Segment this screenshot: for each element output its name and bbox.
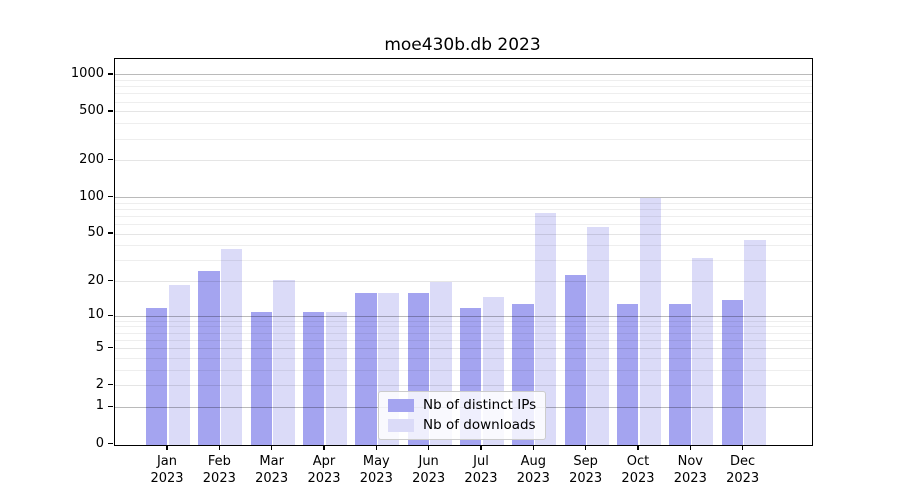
y-tick-200 (108, 159, 113, 161)
y-tick-1000 (108, 73, 113, 75)
legend-label: Nb of downloads (423, 417, 536, 433)
plot-area (114, 58, 813, 446)
gridline-300 (115, 138, 812, 140)
x-tick-label-aug: Aug 2023 (516, 453, 550, 486)
y-tick-label: 100 (79, 188, 104, 204)
bar-distinct-ips-dec (721, 300, 743, 445)
x-tick-aug (532, 444, 534, 450)
gridline-70 (115, 215, 812, 217)
x-tick-label-feb: Feb 2023 (202, 453, 236, 486)
bar-distinct-ips-feb (198, 270, 220, 445)
x-tick-label-oct: Oct 2023 (621, 453, 655, 486)
y-tick-label: 10 (87, 307, 104, 323)
bar-distinct-ips-nov (669, 303, 691, 445)
y-tick-label: 200 (79, 151, 104, 167)
y-tick-label: 1000 (70, 65, 104, 81)
legend: Nb of distinct IPs Nb of downloads (378, 391, 547, 440)
legend-swatch-downloads (388, 418, 414, 432)
gridline-90 (115, 202, 812, 204)
gridline-60 (115, 224, 812, 226)
bar-distinct-ips-may (355, 293, 377, 445)
gridline-100 (115, 197, 812, 199)
x-tick-label-jan: Jan 2023 (150, 453, 184, 486)
gridline-400 (115, 123, 812, 125)
gridline-80 (115, 208, 812, 210)
y-tick-label: 20 (87, 272, 104, 288)
gridline-50 (115, 233, 812, 235)
x-tick-dec (741, 444, 744, 450)
chart-title: moe430b.db 2023 (384, 35, 541, 55)
gridline-900 (115, 79, 812, 81)
bar-downloads-nov (692, 257, 714, 445)
gridline-800 (115, 86, 812, 88)
y-tick-label: 50 (87, 225, 104, 241)
y-tick-0 (108, 442, 113, 445)
y-tick-label: 0 (95, 435, 104, 451)
y-tick-label: 5 (95, 339, 104, 355)
bar-distinct-ips-apr (303, 312, 325, 445)
x-tick-jan (166, 444, 168, 450)
bar-downloads-sep (587, 226, 609, 445)
bar-downloads-apr (325, 312, 347, 445)
y-tick-20 (108, 279, 113, 282)
x-tick-label-jun: Jun 2023 (412, 453, 446, 486)
bar-downloads-oct (639, 198, 661, 445)
y-tick-5 (108, 346, 113, 349)
y-tick-50 (108, 232, 113, 234)
x-tick-label-jul: Jul 2023 (464, 453, 498, 486)
y-tick-2 (108, 384, 113, 386)
legend-swatch-distinct-ips (388, 398, 414, 412)
x-tick-label-dec: Dec 2023 (726, 453, 760, 486)
bar-distinct-ips-jan (146, 307, 168, 445)
x-tick-label-nov: Nov 2023 (673, 453, 707, 486)
y-tick-label: 2 (95, 376, 104, 392)
x-tick-jun (427, 444, 430, 450)
bar-distinct-ips-mar (250, 312, 272, 445)
x-tick-feb (218, 444, 221, 450)
gridline-200 (115, 160, 812, 162)
y-tick-label: 1 (95, 398, 104, 414)
y-tick-label: 500 (79, 102, 104, 118)
bar-downloads-jan (168, 284, 190, 445)
bar-downloads-feb (221, 248, 243, 445)
x-tick-may (375, 444, 377, 450)
legend-item: Nb of distinct IPs (388, 397, 536, 413)
y-tick-1 (108, 405, 113, 408)
bar-distinct-ips-sep (564, 274, 586, 445)
x-tick-mar (270, 444, 273, 450)
y-tick-10 (108, 314, 113, 316)
gridline-700 (115, 93, 812, 95)
bar-distinct-ips-oct (617, 303, 639, 445)
x-tick-apr (323, 444, 325, 450)
y-tick-500 (108, 110, 113, 112)
gridline-500 (115, 111, 812, 113)
bar-downloads-mar (273, 279, 295, 445)
x-tick-nov (689, 444, 691, 450)
gridline-600 (115, 101, 812, 103)
x-tick-label-apr: Apr 2023 (307, 453, 341, 486)
bar-downloads-dec (744, 240, 766, 445)
x-tick-jul (480, 444, 482, 450)
legend-item: Nb of downloads (388, 417, 536, 433)
gridline-1000 (115, 74, 812, 76)
x-tick-label-sep: Sep 2023 (569, 453, 603, 486)
y-tick-100 (108, 195, 113, 198)
x-tick-sep (584, 444, 587, 450)
x-tick-label-mar: Mar 2023 (255, 453, 289, 486)
x-tick-label-may: May 2023 (359, 453, 393, 486)
x-tick-oct (637, 444, 639, 450)
legend-label: Nb of distinct IPs (423, 397, 537, 413)
bar-downloads-aug (535, 213, 557, 445)
gridline-40 (115, 245, 812, 247)
